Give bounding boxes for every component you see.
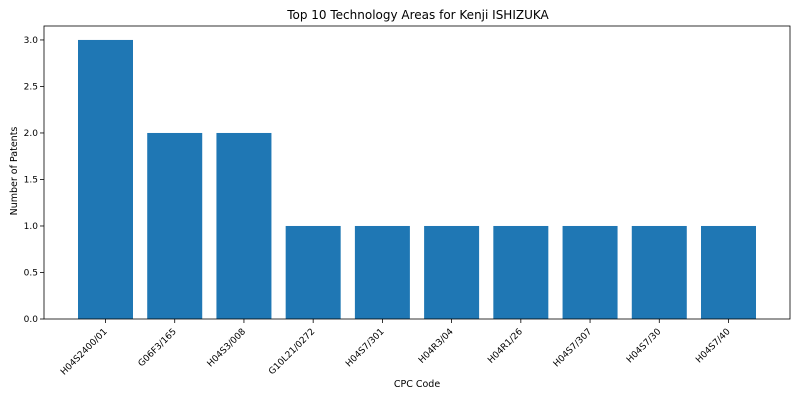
- y-axis-label: Number of Patents: [9, 127, 20, 216]
- y-tick-label: 3.0: [24, 36, 39, 46]
- x-tick-label: G10L21/0272: [267, 327, 317, 377]
- x-tick-label: H04S7/301: [344, 327, 386, 369]
- bar-H04S2400/01: [78, 40, 133, 319]
- bar-H04S3/008: [216, 133, 271, 319]
- y-tick-label: 0.5: [24, 269, 38, 279]
- bar-G06F3/165: [147, 133, 202, 319]
- chart-title: Top 10 Technology Areas for Kenji ISHIZU…: [286, 8, 549, 22]
- bars-group: [78, 40, 756, 319]
- y-tick-label: 1.5: [24, 176, 38, 186]
- bar-H04S7/30: [632, 226, 687, 319]
- y-axis: 0.0 0.5 1.0 1.5 2.0 2.5 3.0: [24, 36, 44, 325]
- x-axis-label: CPC Code: [394, 379, 440, 390]
- x-tick-label: H04S7/30: [625, 327, 663, 365]
- bar-H04S7/301: [355, 226, 410, 319]
- bar-H04R3/04: [424, 226, 479, 319]
- bar-G10L21/0272: [286, 226, 341, 319]
- bar-H04S7/40: [701, 226, 756, 319]
- x-tick-label: H04S7/307: [552, 327, 594, 369]
- y-tick-label: 0.0: [24, 315, 39, 325]
- x-tick-label: H04R1/26: [486, 327, 525, 366]
- x-tick-label: H04R3/04: [417, 327, 456, 366]
- y-tick-label: 2.5: [24, 83, 38, 93]
- y-tick-label: 2.0: [24, 129, 39, 139]
- x-tick-label: H04S3/008: [206, 327, 249, 370]
- x-axis: H04S2400/01 G06F3/165 H04S3/008 G10L21/0272…: [59, 319, 733, 377]
- y-tick-label: 1.0: [24, 222, 39, 232]
- x-tick-label: G06F3/165: [137, 327, 179, 369]
- bar-H04R1/26: [493, 226, 548, 319]
- x-tick-label: H04S7/40: [694, 327, 732, 365]
- bar-H04S7/307: [563, 226, 618, 319]
- x-tick-label: H04S2400/01: [59, 327, 109, 377]
